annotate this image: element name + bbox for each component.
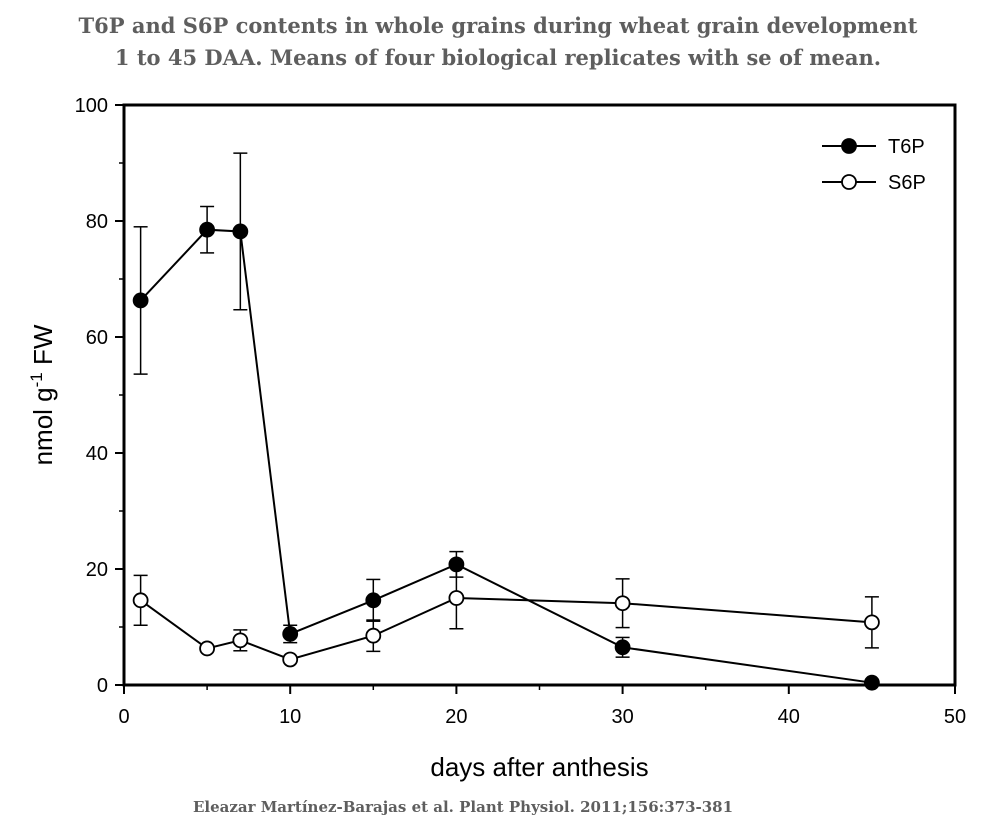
series-s6p: [132, 566, 880, 668]
x-tick-label: 10: [279, 706, 301, 728]
legend-label: S6P: [888, 172, 926, 194]
data-point-t6p: [132, 292, 149, 309]
y-tick-label: 40: [86, 443, 108, 465]
data-point-t6p: [614, 639, 631, 656]
data-point-t6p: [864, 674, 880, 691]
y-axis-label: nmol g-1 FW: [27, 324, 58, 465]
series-t6p: [132, 152, 880, 691]
x-tick-label: 50: [944, 706, 966, 728]
line-chart: 0 10 20 30 40 50 0 20 40 60 80 100 T6P S6P days afte…: [27, 95, 967, 782]
legend-label: T6P: [888, 136, 925, 158]
plot-area-border: [122, 103, 957, 687]
source-credit: Eleazar Martínez-Barajas et al. Plant Ph…: [192, 798, 734, 816]
data-point-t6p: [365, 592, 382, 609]
legend-item-s6p: S6P: [822, 172, 926, 194]
data-point-t6p: [282, 626, 299, 642]
y-tick-label: 100: [75, 95, 108, 117]
chart-title: T6P and S6P contents in whole grains dur…: [0, 10, 996, 74]
data-point-t6p: [232, 223, 249, 240]
x-tick-label: 20: [445, 706, 467, 728]
y-tick-label: 0: [97, 675, 108, 697]
data-point-s6p: [199, 640, 216, 657]
chart-title-line-1: T6P and S6P contents in whole grains dur…: [78, 13, 918, 38]
data-point-s6p: [864, 614, 880, 631]
x-tick-label: 40: [778, 706, 800, 728]
legend-item-t6p: T6P: [822, 136, 925, 158]
y-tick-label: 20: [86, 559, 108, 581]
axis-ticks: [115, 104, 956, 694]
y-tick-label: 60: [86, 327, 108, 349]
data-point-s6p: [365, 627, 382, 644]
x-tick-label: 30: [611, 706, 633, 728]
data-point-s6p: [132, 592, 149, 609]
data-point-t6p: [199, 221, 216, 238]
legend-marker: [841, 174, 857, 190]
y-tick-label: 80: [86, 211, 108, 233]
x-axis-label: days after anthesis: [430, 752, 648, 782]
series-layer: [132, 152, 880, 691]
legend-marker: [841, 138, 857, 154]
data-point-s6p: [282, 651, 299, 668]
legend: T6P S6P: [822, 136, 926, 194]
series-line-s6p: [140, 596, 872, 661]
axis-tick-labels: 0 10 20 30 40 50 0 20 40 60 80 100: [75, 95, 967, 728]
data-point-s6p: [614, 595, 631, 612]
plot-frame: [122, 103, 957, 687]
chart-title-line-2: 1 to 45 DAA. Means of four biological re…: [114, 45, 882, 70]
data-point-s6p: [232, 632, 249, 649]
data-point-s6p: [448, 590, 465, 606]
x-tick-label: 0: [118, 706, 129, 728]
